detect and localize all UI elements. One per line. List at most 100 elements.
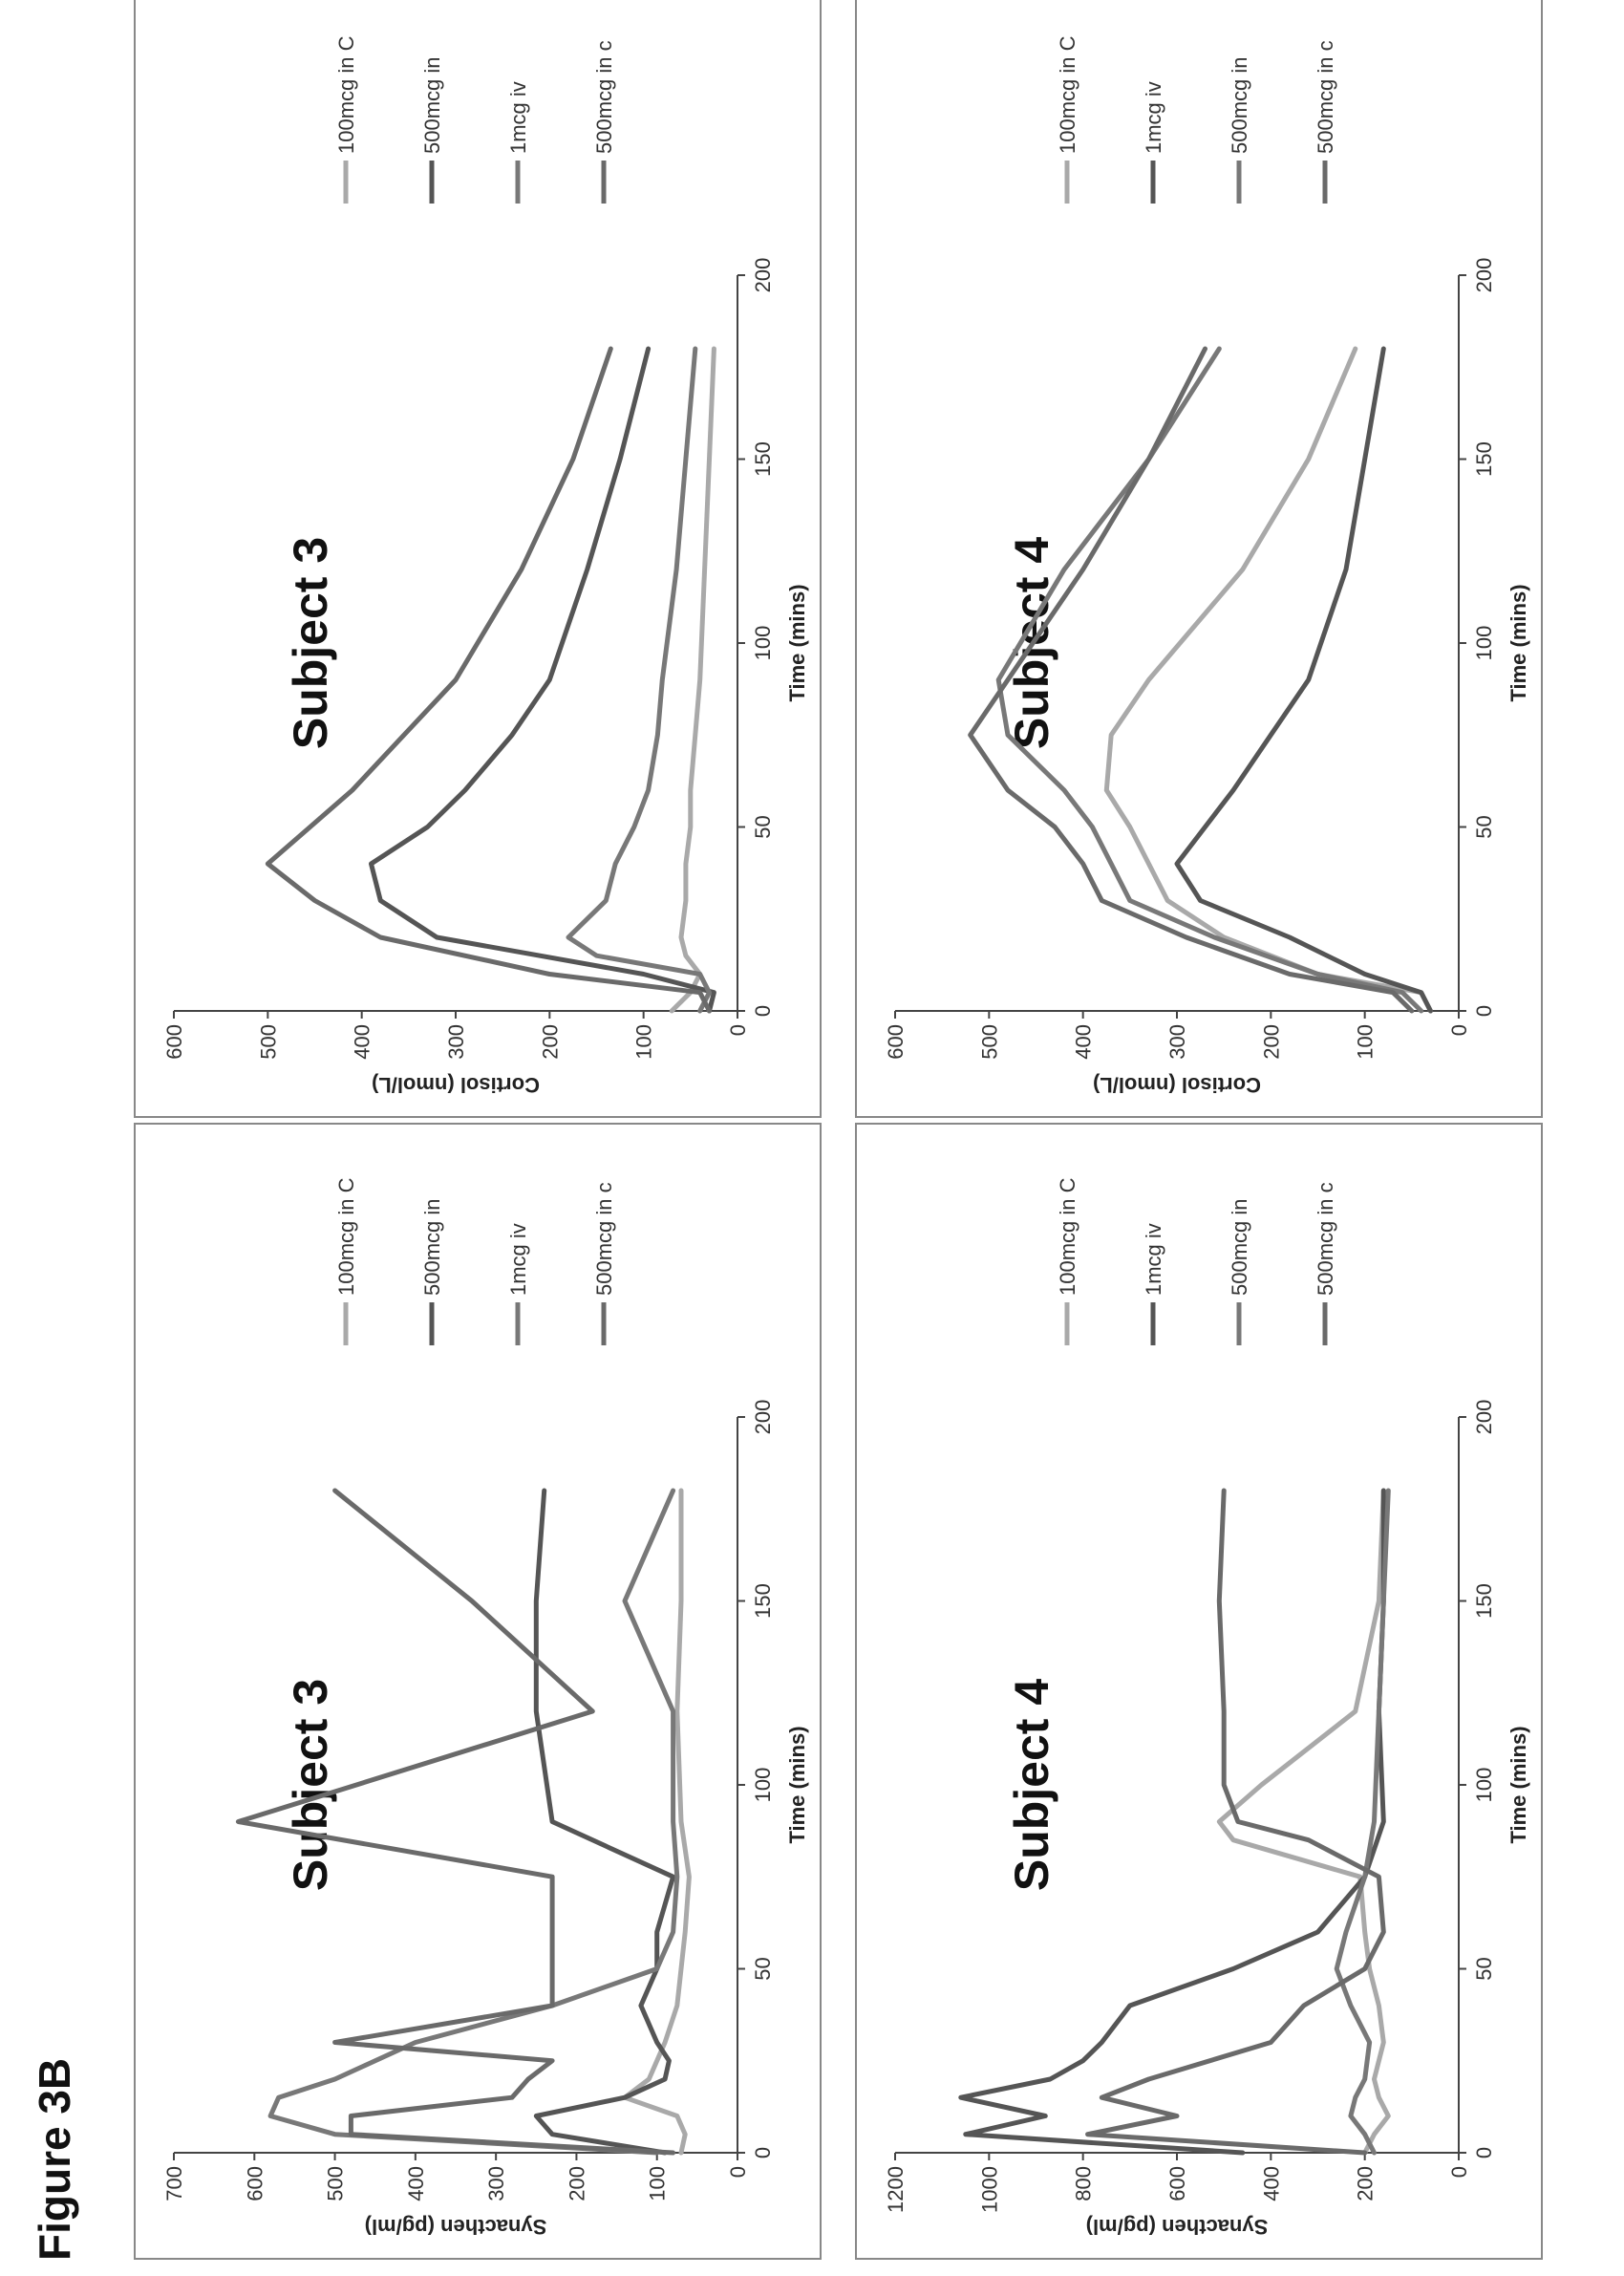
x-tick-label: 0 xyxy=(751,2147,775,2158)
y-tick-label: 100 xyxy=(632,1024,656,1060)
y-tick-label: 200 xyxy=(565,2166,588,2201)
x-tick-label: 150 xyxy=(1472,1583,1496,1619)
y-tick-label: 600 xyxy=(243,2166,267,2201)
y-axis-label: Synacthen (pg/ml) xyxy=(1086,2215,1269,2239)
series-line-3 xyxy=(235,1488,676,2156)
legend-label: 500mcg in xyxy=(420,56,444,154)
series-line-0 xyxy=(622,1488,692,2156)
legend-label: 500mcg in c xyxy=(1314,40,1337,154)
y-tick-label: 0 xyxy=(1447,1024,1471,1036)
x-tick-label: 0 xyxy=(1472,2147,1496,2158)
y-tick-label: 400 xyxy=(1072,1024,1096,1060)
y-tick-label: 400 xyxy=(404,2166,428,2201)
chart-svg: 0 200 400 600 800 1000 1200 0 50 100 150 200 Time (m… xyxy=(884,1177,1530,2239)
figure-label: Figure 3B xyxy=(30,2057,79,2261)
y-tick-label: 500 xyxy=(977,1024,1001,1060)
y-tick-label: 600 xyxy=(162,1024,186,1060)
chart-svg: 0 100 200 300 400 500 600 700 0 50 100 150 200 Time (… xyxy=(162,1177,809,2239)
y-axis-label: Synacthen (pg/ml) xyxy=(365,2215,547,2239)
y-tick-label: 0 xyxy=(726,1024,750,1036)
x-tick-label: 100 xyxy=(751,626,775,661)
chart-title: Subject 4 xyxy=(1005,1679,1058,1891)
series-line-1 xyxy=(369,346,716,1014)
x-tick-label: 200 xyxy=(1472,258,1496,293)
x-tick-label: 200 xyxy=(1472,1400,1496,1435)
y-tick-label: 300 xyxy=(444,1024,468,1060)
chart-svg: 0 100 200 300 400 500 600 0 50 100 150 200 Time (min… xyxy=(162,35,809,1097)
x-tick-label: 150 xyxy=(751,1583,775,1619)
chart-panel-synacthen-subject-3: 0 100 200 300 400 500 600 700 0 50 100 150 200 Time (… xyxy=(134,1123,822,2260)
series-line-3 xyxy=(265,346,712,1014)
legend-label: 500mcg in xyxy=(1228,1198,1251,1296)
chart-panel-synacthen-subject-4: 0 200 400 600 800 1000 1200 0 50 100 150 200 Time (m… xyxy=(855,1123,1543,2260)
y-tick-label: 400 xyxy=(351,1024,374,1060)
y-tick-label: 0 xyxy=(1447,2166,1471,2178)
x-tick-label: 50 xyxy=(1472,815,1496,838)
legend-label: 100mcg in C xyxy=(1056,35,1079,154)
x-axis-label: Time (mins) xyxy=(1506,1726,1530,1843)
x-tick-label: 50 xyxy=(751,815,775,838)
legend-label: 1mcg iv xyxy=(506,1223,530,1296)
y-tick-label: 300 xyxy=(484,2166,508,2201)
y-tick-label: 600 xyxy=(1165,2166,1189,2201)
y-axis-label: Cortisol (nmol/L) xyxy=(372,1073,540,1097)
series-line-2 xyxy=(267,1488,680,2156)
x-tick-label: 50 xyxy=(1472,1957,1496,1980)
legend-label: 500mcg in c xyxy=(592,40,616,154)
x-tick-label: 0 xyxy=(751,1005,775,1017)
chart-panel-cortisol-subject-3: 0 100 200 300 400 500 600 0 50 100 150 200 Time (min… xyxy=(134,0,822,1118)
series-line-0 xyxy=(669,346,716,1014)
x-tick-label: 100 xyxy=(751,1768,775,1803)
legend-label: 500mcg in c xyxy=(1314,1182,1337,1296)
series-line-2 xyxy=(566,346,712,1014)
legend-label: 500mcg in c xyxy=(592,1182,616,1296)
y-tick-label: 200 xyxy=(1354,2166,1378,2201)
x-axis-label: Time (mins) xyxy=(785,584,809,701)
series-line-1 xyxy=(958,1488,1386,2156)
legend-label: 100mcg in C xyxy=(334,35,358,154)
y-tick-label: 700 xyxy=(162,2166,186,2201)
y-tick-label: 400 xyxy=(1259,2166,1283,2201)
y-tick-label: 500 xyxy=(256,1024,280,1060)
x-tick-label: 150 xyxy=(751,441,775,477)
chart-panel-cortisol-subject-4: 0 100 200 300 400 500 600 0 50 100 150 200 Time (min… xyxy=(855,0,1543,1118)
series-line-1 xyxy=(533,1488,676,2156)
legend-label: 1mcg iv xyxy=(1142,1223,1165,1296)
x-tick-label: 50 xyxy=(751,1957,775,1980)
y-tick-label: 1000 xyxy=(977,2166,1001,2213)
y-tick-label: 300 xyxy=(1165,1024,1189,1060)
x-tick-label: 150 xyxy=(1472,441,1496,477)
x-tick-label: 200 xyxy=(751,1400,775,1435)
series-line-3 xyxy=(1085,1488,1386,2156)
x-axis-label: Time (mins) xyxy=(1506,584,1530,701)
y-axis-label: Cortisol (nmol/L) xyxy=(1093,1073,1261,1097)
y-tick-label: 0 xyxy=(726,2166,750,2178)
legend-label: 1mcg iv xyxy=(506,81,530,154)
x-tick-label: 0 xyxy=(1472,1005,1496,1017)
legend-label: 500mcg in xyxy=(1228,56,1251,154)
y-tick-label: 200 xyxy=(1259,1024,1283,1060)
legend-label: 500mcg in xyxy=(420,1198,444,1296)
y-tick-label: 100 xyxy=(1354,1024,1378,1060)
legend-label: 1mcg iv xyxy=(1142,81,1165,154)
legend-label: 100mcg in C xyxy=(334,1177,358,1296)
series-line-1 xyxy=(1174,346,1433,1014)
legend-label: 100mcg in C xyxy=(1056,1177,1079,1296)
y-tick-label: 600 xyxy=(884,1024,908,1060)
x-axis-label: Time (mins) xyxy=(785,1726,809,1843)
x-tick-label: 100 xyxy=(1472,626,1496,661)
y-tick-label: 200 xyxy=(538,1024,562,1060)
series-line-3 xyxy=(968,346,1415,1014)
y-tick-label: 100 xyxy=(646,2166,670,2201)
series-line-0 xyxy=(1216,1488,1391,2156)
series-line-2 xyxy=(1334,1488,1391,2156)
y-tick-label: 1200 xyxy=(884,2166,908,2213)
chart-svg: 0 100 200 300 400 500 600 0 50 100 150 200 Time (min… xyxy=(884,35,1530,1097)
y-tick-label: 800 xyxy=(1072,2166,1096,2201)
x-tick-label: 200 xyxy=(751,258,775,293)
series-line-2 xyxy=(995,346,1424,1014)
chart-title: Subject 3 xyxy=(284,537,337,749)
x-tick-label: 100 xyxy=(1472,1768,1496,1803)
y-tick-label: 500 xyxy=(324,2166,348,2201)
chart-title: Subject 3 xyxy=(284,1679,337,1891)
